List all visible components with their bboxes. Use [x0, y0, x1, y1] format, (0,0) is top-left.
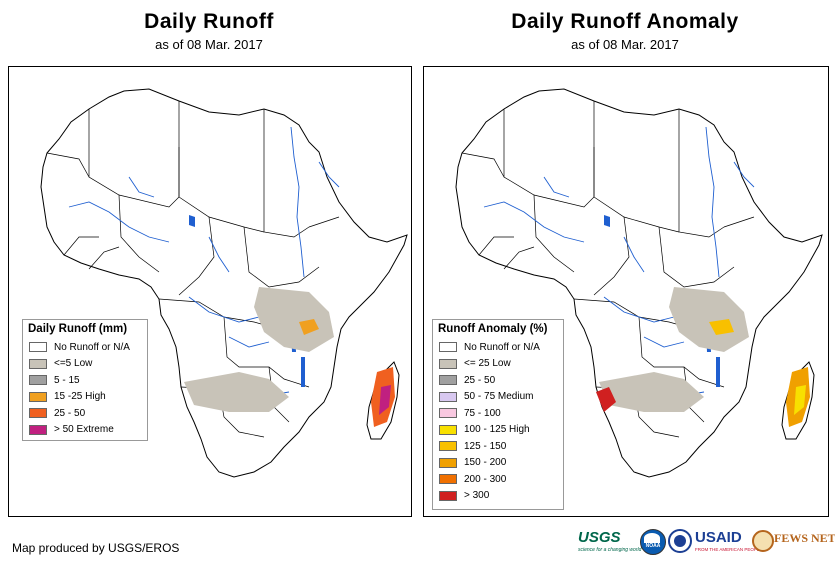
right-legend-title: Runoff Anomaly (%) [438, 323, 548, 335]
legend-label: No Runoff or N/A [54, 341, 130, 353]
legend-label: > 50 Extreme [54, 424, 114, 436]
legend-label: <=5 Low [54, 358, 93, 370]
footer-credit: Map produced by USGS/EROS [12, 541, 180, 555]
noaa-logo-text: NOAA [645, 543, 661, 549]
legend-label: 25 - 50 [464, 374, 496, 386]
legend-label: 15 -25 High [54, 391, 106, 403]
right-legend-item: 200 - 300 [439, 471, 563, 488]
legend-label: > 300 [464, 490, 490, 502]
legend-swatch [29, 375, 47, 386]
legend-label: 75 - 100 [464, 407, 501, 419]
right-legend-item: 150 - 200 [439, 455, 563, 472]
legend-swatch [439, 358, 457, 369]
right-legend-item: 75 - 100 [439, 405, 563, 422]
legend-swatch [29, 358, 47, 369]
usaid-tagline: FROM THE AMERICAN PEOPLE [695, 547, 763, 552]
legend-swatch [439, 490, 457, 501]
left-map-subtitle: as of 08 Mar. 2017 [155, 37, 263, 52]
usgs-logo-text: USGS [578, 529, 621, 546]
right-legend: Runoff Anomaly (%) No Runoff or N/A <= 2… [432, 319, 564, 510]
left-map-title: Daily Runoff [144, 10, 274, 33]
legend-swatch [439, 375, 457, 386]
right-legend-item: > 300 [439, 488, 563, 505]
left-legend-item: > 50 Extreme [29, 422, 147, 439]
usgs-logo: USGS science for a changing world [578, 528, 641, 556]
right-africa-map [455, 88, 823, 478]
left-legend-item: 5 - 15 [29, 372, 147, 389]
left-legend-item: <=5 Low [29, 356, 147, 373]
legend-swatch [439, 474, 457, 485]
legend-swatch [439, 424, 457, 435]
left-map-panel: Daily Runoff (mm) No Runoff or N/A <=5 L… [8, 66, 412, 517]
right-map-subtitle: as of 08 Mar. 2017 [571, 37, 679, 52]
legend-swatch [29, 408, 47, 419]
left-legend-item: No Runoff or N/A [29, 339, 147, 356]
left-africa-map [40, 88, 408, 478]
right-legend-item: 25 - 50 [439, 372, 563, 389]
left-legend-item: 15 -25 High [29, 389, 147, 406]
left-legend-title: Daily Runoff (mm) [28, 323, 128, 335]
legend-label: 25 - 50 [54, 407, 86, 419]
legend-label: 50 - 75 Medium [464, 391, 534, 403]
right-map-title: Daily Runoff Anomaly [511, 10, 739, 33]
usaid-seal [668, 529, 692, 553]
fewsnet-globe-icon [752, 530, 774, 552]
legend-label: <= 25 Low [464, 358, 511, 370]
logo-strip: USGS science for a changing world NOAA U… [578, 528, 835, 558]
right-map-panel: Runoff Anomaly (%) No Runoff or N/A <= 2… [423, 66, 829, 517]
legend-label: 200 - 300 [464, 473, 507, 485]
legend-label: 5 - 15 [54, 374, 80, 386]
legend-label: 125 - 150 [464, 440, 507, 452]
legend-swatch [439, 391, 457, 402]
left-legend-item: 25 - 50 [29, 405, 147, 422]
noaa-logo: NOAA [640, 529, 666, 555]
legend-swatch [29, 391, 47, 402]
usgs-tagline: science for a changing world [578, 547, 642, 553]
usaid-logo-text: USAID [695, 529, 742, 546]
legend-label: 100 - 125 High [464, 424, 530, 436]
legend-swatch [439, 457, 457, 468]
legend-label: 150 - 200 [464, 457, 507, 469]
anomaly-areas [596, 287, 810, 427]
legend-label: No Runoff or N/A [464, 341, 540, 353]
legend-swatch [439, 342, 457, 353]
legend-swatch [439, 441, 457, 452]
left-legend: Daily Runoff (mm) No Runoff or N/A <=5 L… [22, 319, 148, 441]
legend-swatch [29, 424, 47, 435]
usaid-logo: USAID FROM THE AMERICAN PEOPLE [695, 528, 762, 556]
right-legend-item: 100 - 125 High [439, 422, 563, 439]
legend-swatch [29, 342, 47, 353]
right-legend-item: 125 - 150 [439, 438, 563, 455]
fewsnet-logo: FEWS NET [752, 528, 835, 556]
right-legend-item: No Runoff or N/A [439, 339, 563, 356]
fewsnet-logo-text: FEWS NET [774, 531, 835, 545]
runoff-areas [184, 287, 395, 427]
right-legend-item: 50 - 75 Medium [439, 389, 563, 406]
legend-swatch [439, 408, 457, 419]
right-legend-item: <= 25 Low [439, 356, 563, 373]
